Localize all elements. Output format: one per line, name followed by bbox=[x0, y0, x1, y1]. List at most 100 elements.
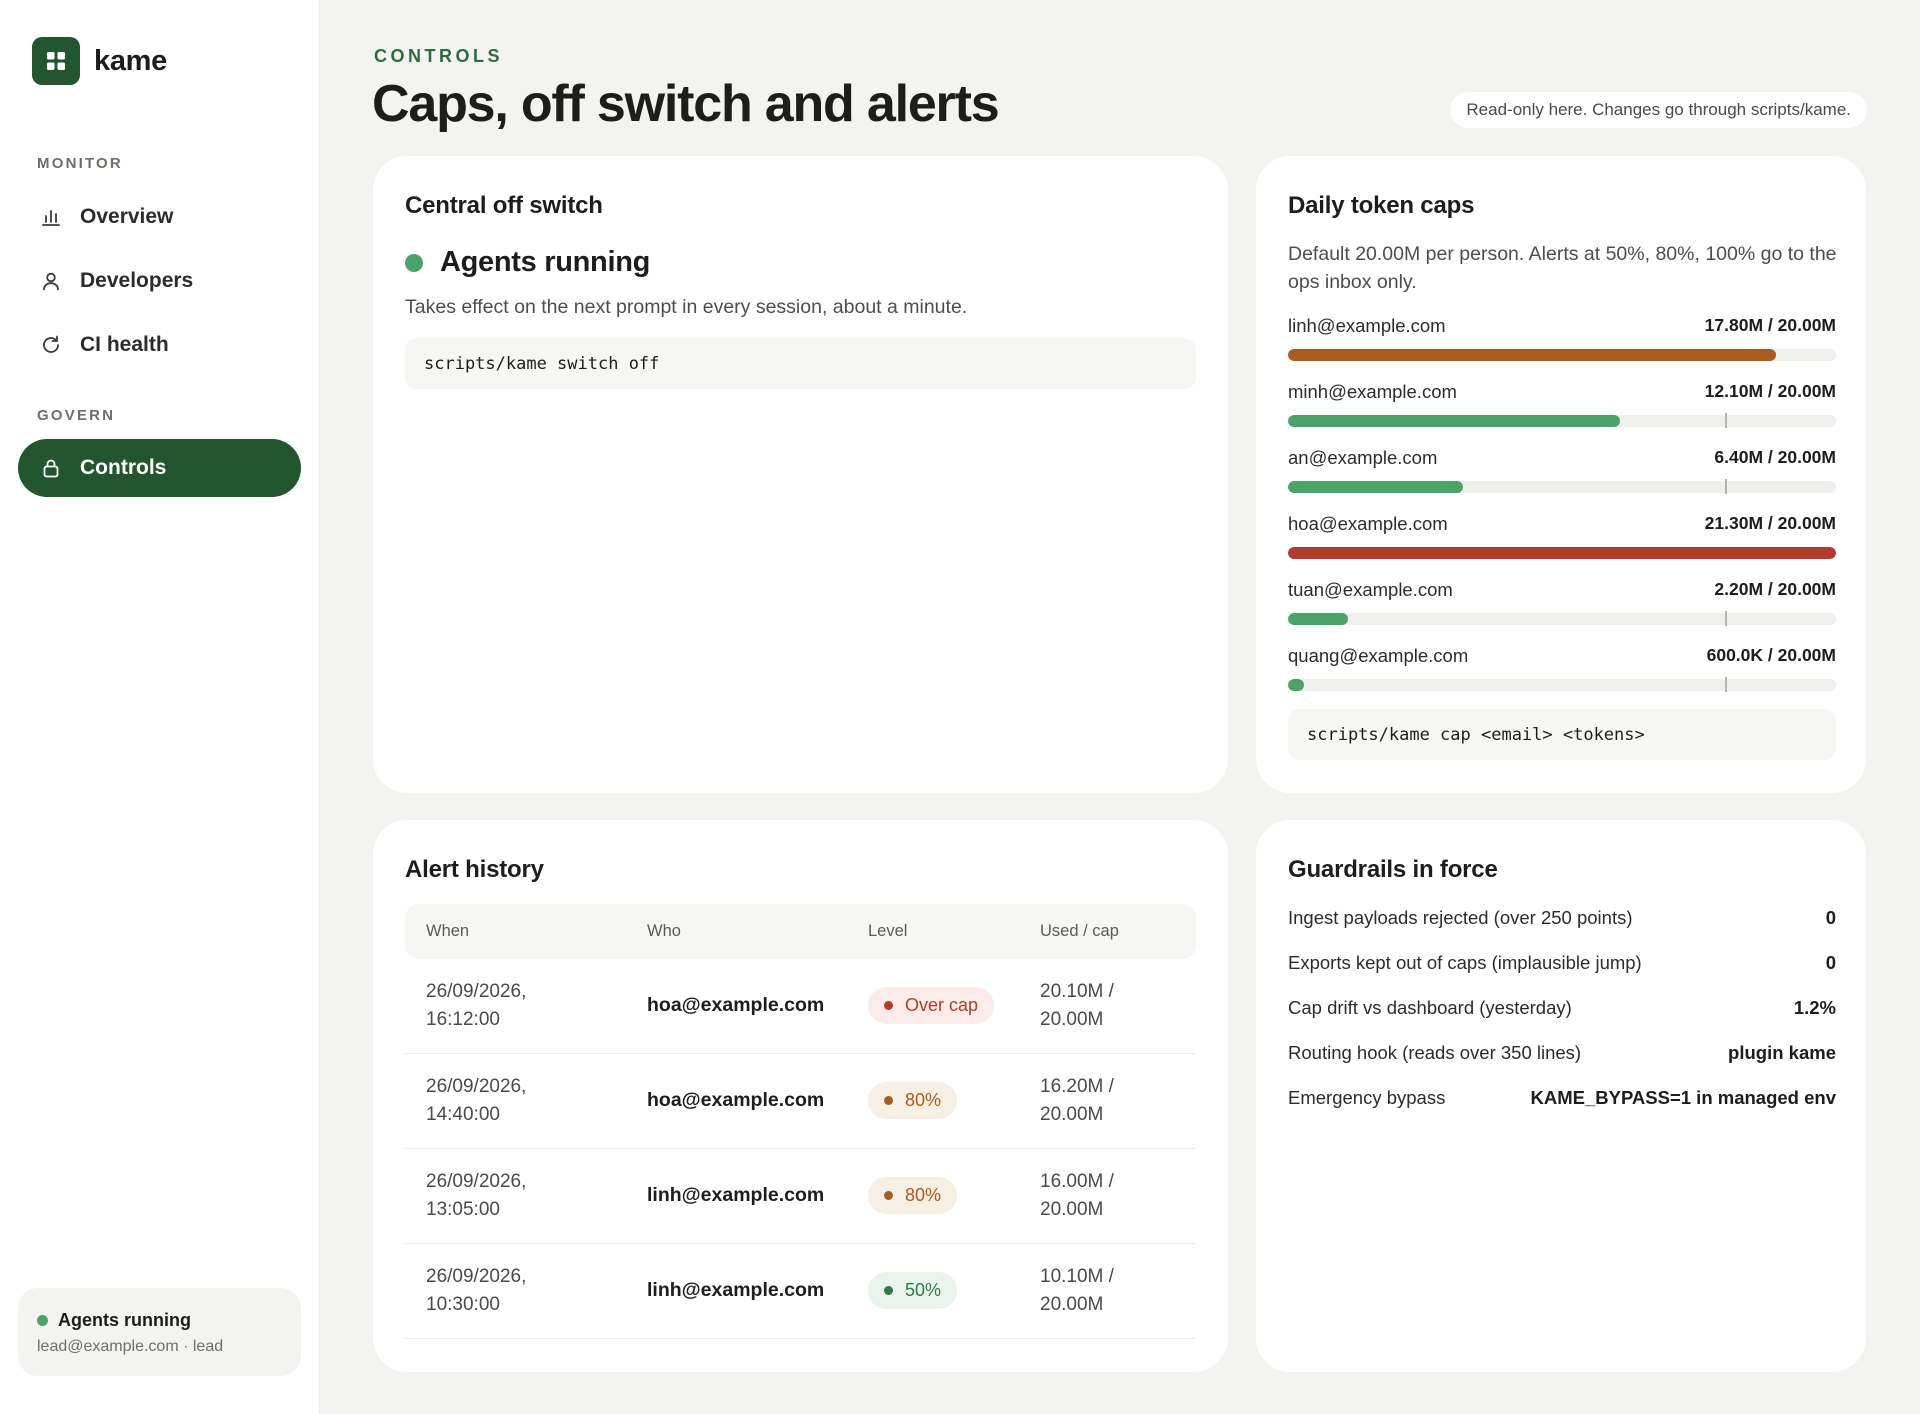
level-label: 80% bbox=[905, 1090, 942, 1110]
guardrail-label: Exports kept out of caps (implausible ju… bbox=[1288, 952, 1642, 973]
cap-email: minh@example.com bbox=[1288, 381, 1457, 402]
alert-threshold-marker bbox=[1725, 611, 1728, 626]
level-badge: 80% bbox=[868, 1177, 958, 1214]
guardrail-label: Ingest payloads rejected (over 250 point… bbox=[1288, 907, 1633, 928]
level-label: Over cap bbox=[905, 995, 979, 1015]
alert-when: 26/09/2026, 14:40:00 bbox=[426, 1076, 527, 1125]
alert-threshold-marker bbox=[1725, 413, 1728, 428]
cap-email: linh@example.com bbox=[1288, 315, 1446, 336]
sidebar-item-controls[interactable]: Controls bbox=[18, 439, 301, 497]
nav-section-monitor: MONITOR bbox=[37, 155, 123, 172]
cap-row: linh@example.com 17.80M / 20.00M bbox=[1288, 315, 1836, 361]
app-name: kame bbox=[94, 44, 167, 77]
cap-usage: 2.20M / 20.00M bbox=[1714, 579, 1836, 599]
status-dot bbox=[405, 253, 423, 272]
switch-state-label: Agents running bbox=[440, 246, 651, 278]
column-used-cap: Used / cap bbox=[1040, 922, 1119, 940]
guardrail-row: Cap drift vs dashboard (yesterday) 1.2% bbox=[1288, 997, 1836, 1019]
cap-progress-fill bbox=[1288, 679, 1305, 691]
switch-command[interactable]: scripts/kame switch off bbox=[405, 338, 1196, 389]
brand[interactable]: kame bbox=[32, 37, 167, 85]
alert-who: hoa@example.com bbox=[647, 1089, 825, 1111]
cap-row: tuan@example.com 2.20M / 20.00M bbox=[1288, 579, 1836, 626]
card-title: Alert history bbox=[405, 856, 544, 883]
level-dot bbox=[884, 1096, 893, 1105]
level-label: 50% bbox=[905, 1280, 942, 1300]
table-header: When Who Level Used / cap bbox=[405, 904, 1196, 959]
alert-who: hoa@example.com bbox=[647, 994, 825, 1016]
cap-progress-track bbox=[1288, 613, 1836, 625]
sidebar-item-label: CI health bbox=[80, 333, 169, 356]
sidebar: kame MONITOR Overview Developers CI heal… bbox=[0, 0, 320, 1414]
grid-logo-icon bbox=[32, 37, 80, 85]
sidebar-item-overview[interactable]: Overview bbox=[18, 188, 301, 246]
level-dot bbox=[884, 1191, 893, 1200]
cap-usage: 12.10M / 20.00M bbox=[1704, 381, 1836, 401]
alert-threshold-marker bbox=[1725, 479, 1728, 494]
cap-row: hoa@example.com 21.30M / 20.00M bbox=[1288, 513, 1836, 559]
alert-threshold-marker bbox=[1725, 677, 1728, 692]
cap-row: minh@example.com 12.10M / 20.00M bbox=[1288, 381, 1836, 428]
cap-progress-fill bbox=[1288, 415, 1620, 427]
off-switch-card: Central off switch Agents running Takes … bbox=[373, 156, 1228, 793]
cap-progress-fill bbox=[1288, 481, 1464, 493]
sidebar-item-ci-health[interactable]: CI health bbox=[18, 316, 301, 374]
guardrails-card: Guardrails in force Ingest payloads reje… bbox=[1256, 820, 1866, 1372]
status-label: Agents running bbox=[58, 1310, 191, 1330]
alert-used-cap: 16.20M / 20.00M bbox=[1040, 1076, 1114, 1125]
sidebar-item-label: Controls bbox=[80, 456, 167, 479]
caps-description: Default 20.00M per person. Alerts at 50%… bbox=[1288, 243, 1837, 293]
cap-progress-track bbox=[1288, 415, 1836, 427]
lock-icon bbox=[40, 457, 62, 479]
alert-history-card: Alert history When Who Level Used / cap … bbox=[373, 820, 1228, 1372]
cap-usage: 600.0K / 20.00M bbox=[1706, 645, 1836, 665]
switch-state: Agents running bbox=[405, 246, 650, 279]
guardrail-value: KAME_BYPASS=1 in managed env bbox=[1530, 1087, 1836, 1108]
sidebar-item-label: Overview bbox=[80, 205, 174, 228]
agent-status-card: Agents running lead@example.com · lead bbox=[18, 1288, 301, 1376]
token-caps-card: Daily token caps Default 20.00M per pers… bbox=[1256, 156, 1866, 793]
guardrail-label: Emergency bypass bbox=[1288, 1087, 1446, 1108]
bar-chart-icon bbox=[40, 206, 62, 228]
switch-description: Takes effect on the next prompt in every… bbox=[405, 296, 968, 318]
cap-usage: 6.40M / 20.00M bbox=[1714, 447, 1836, 467]
column-when: When bbox=[426, 922, 470, 940]
sidebar-item-developers[interactable]: Developers bbox=[18, 252, 301, 310]
cap-row: quang@example.com 600.0K / 20.00M bbox=[1288, 645, 1836, 692]
alert-used-cap: 16.00M / 20.00M bbox=[1040, 1171, 1114, 1220]
cap-progress-track bbox=[1288, 349, 1836, 361]
status-dot bbox=[37, 1315, 48, 1326]
cap-email: tuan@example.com bbox=[1288, 579, 1453, 600]
sidebar-item-label: Developers bbox=[80, 269, 194, 292]
guardrail-label: Cap drift vs dashboard (yesterday) bbox=[1288, 997, 1572, 1018]
column-level: Level bbox=[868, 922, 908, 940]
cap-progress-track bbox=[1288, 679, 1836, 691]
level-label: 80% bbox=[905, 1185, 942, 1205]
table-row: 26/09/2026, 13:05:00 linh@example.com 80% 1… bbox=[405, 1149, 1196, 1244]
cap-command[interactable]: scripts/kame cap <email> <tokens> bbox=[1288, 709, 1836, 760]
cap-usage: 21.30M / 20.00M bbox=[1704, 513, 1836, 533]
cap-email: an@example.com bbox=[1288, 447, 1438, 468]
readonly-note: Read-only here. Changes go through scrip… bbox=[1450, 92, 1867, 128]
alert-when: 26/09/2026, 13:05:00 bbox=[426, 1171, 527, 1220]
person-icon bbox=[40, 270, 62, 292]
nav-section-govern: GOVERN bbox=[37, 407, 116, 424]
guardrail-row: Ingest payloads rejected (over 250 point… bbox=[1288, 907, 1836, 929]
cap-email: hoa@example.com bbox=[1288, 513, 1448, 534]
guardrail-value: 1.2% bbox=[1793, 997, 1836, 1018]
cap-row: an@example.com 6.40M / 20.00M bbox=[1288, 447, 1836, 494]
guardrail-value: 0 bbox=[1825, 952, 1836, 973]
alert-when: 26/09/2026, 10:30:00 bbox=[426, 1266, 527, 1315]
cap-progress-fill bbox=[1288, 547, 1836, 559]
alert-who: linh@example.com bbox=[647, 1184, 825, 1206]
guardrail-label: Routing hook (reads over 350 lines) bbox=[1288, 1042, 1582, 1063]
level-dot bbox=[884, 1286, 893, 1295]
level-badge: Over cap bbox=[868, 987, 995, 1024]
page-title: Caps, off switch and alerts bbox=[372, 75, 1000, 133]
card-title: Central off switch bbox=[405, 192, 603, 219]
cap-email: quang@example.com bbox=[1288, 645, 1469, 666]
account-label: lead@example.com · lead bbox=[37, 1338, 224, 1355]
card-title: Guardrails in force bbox=[1288, 856, 1498, 883]
table-row: 26/09/2026, 14:40:00 hoa@example.com 80% 16… bbox=[405, 1054, 1196, 1149]
card-title: Daily token caps bbox=[1288, 192, 1475, 219]
